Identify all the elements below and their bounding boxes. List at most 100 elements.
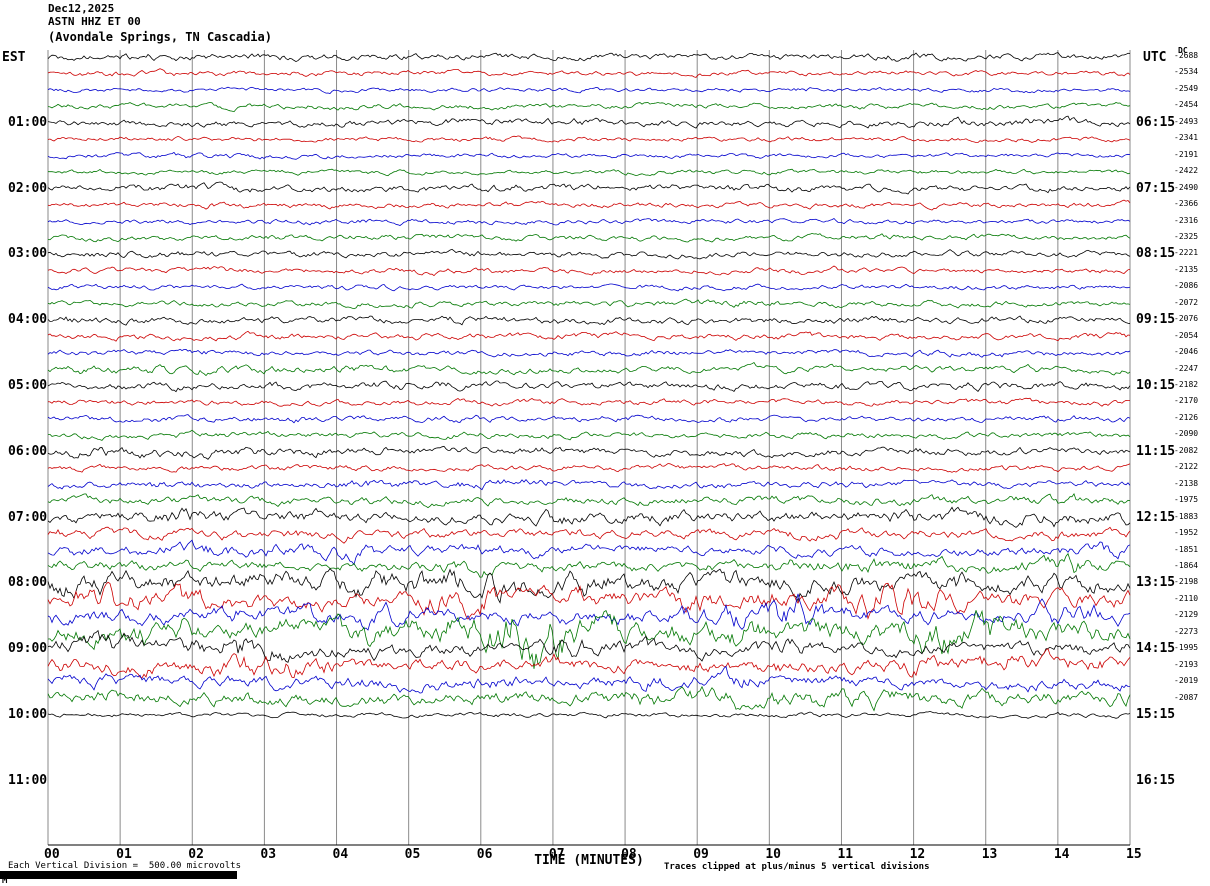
dc-offset-value: -1995 bbox=[1174, 643, 1199, 653]
dc-offset-value: -1952 bbox=[1174, 528, 1199, 538]
dc-offset-value: -2193 bbox=[1174, 659, 1199, 669]
title-date: Dec12,2025 bbox=[48, 2, 115, 15]
left-axis-header: EST bbox=[2, 50, 26, 65]
dc-offset-value: -2493 bbox=[1174, 116, 1199, 126]
dc-offset-value: -2422 bbox=[1174, 166, 1199, 176]
utc-hour-label: 16:15 bbox=[1136, 772, 1176, 788]
seismic-trace bbox=[47, 629, 1131, 663]
seismic-trace bbox=[47, 361, 1131, 377]
dc-offset-value: -2316 bbox=[1174, 215, 1199, 225]
dc-offset-value: -2454 bbox=[1174, 100, 1199, 110]
seismic-trace bbox=[47, 199, 1131, 211]
dc-offset-value: -2054 bbox=[1174, 330, 1199, 340]
x-tick-label: 08 bbox=[621, 847, 637, 862]
dc-offset-value: -2182 bbox=[1174, 380, 1199, 389]
x-tick-label: 07 bbox=[548, 847, 565, 862]
utc-hour-label: 10:15 bbox=[1136, 378, 1176, 393]
dc-offset-value: -2341 bbox=[1174, 133, 1199, 143]
est-hour-label: 05:00 bbox=[8, 378, 48, 393]
utc-hour-label: 15:15 bbox=[1136, 707, 1176, 722]
seismic-trace bbox=[47, 315, 1131, 326]
seismic-trace bbox=[47, 330, 1131, 342]
seismic-trace bbox=[47, 232, 1131, 243]
x-tick-label: 06 bbox=[476, 847, 493, 862]
seismic-trace bbox=[47, 414, 1131, 424]
seismic-trace bbox=[47, 380, 1131, 393]
x-tick-label: 02 bbox=[188, 847, 204, 862]
dc-offset-value: -1851 bbox=[1174, 544, 1199, 554]
dc-offset-value: -2366 bbox=[1174, 199, 1199, 209]
seismic-trace bbox=[47, 265, 1131, 277]
seismic-trace bbox=[47, 248, 1131, 260]
seismic-trace bbox=[47, 218, 1131, 226]
dc-offset-value: -2087 bbox=[1174, 692, 1199, 702]
est-hour-label: 07:00 bbox=[8, 509, 48, 525]
utc-hour-label: 09:15 bbox=[1136, 312, 1176, 328]
seismic-trace bbox=[47, 135, 1131, 143]
seismic-trace bbox=[47, 493, 1131, 509]
dc-offset-value: -2191 bbox=[1174, 149, 1199, 159]
dc-offset-value: -2490 bbox=[1174, 182, 1199, 192]
seismic-trace bbox=[47, 609, 1131, 669]
dc-offset-value: -1883 bbox=[1174, 511, 1199, 521]
seismic-trace bbox=[47, 68, 1131, 78]
dc-offset-value: -2325 bbox=[1174, 231, 1199, 241]
seismic-trace bbox=[47, 181, 1131, 195]
dc-offset-value: -2076 bbox=[1174, 314, 1199, 324]
logo-mark: M bbox=[2, 876, 8, 886]
x-tick-label: 01 bbox=[116, 847, 132, 862]
est-hour-label: 10:00 bbox=[8, 707, 48, 722]
dc-offset-value: -2122 bbox=[1174, 462, 1199, 472]
x-tick-label: 09 bbox=[693, 847, 709, 862]
dc-offset-value: -2138 bbox=[1174, 478, 1199, 488]
seismic-trace bbox=[47, 506, 1131, 528]
seismic-trace bbox=[47, 52, 1131, 63]
dc-offset-value: -2198 bbox=[1174, 577, 1199, 587]
est-hour-label: 04:00 bbox=[8, 312, 48, 328]
title-location: (Avondale Springs, TN Cascadia) bbox=[48, 30, 272, 44]
dc-offset-value: -2126 bbox=[1174, 412, 1199, 422]
seismic-trace bbox=[47, 552, 1131, 578]
est-hour-label: 03:00 bbox=[8, 246, 48, 262]
dc-offset-value: -2072 bbox=[1174, 297, 1199, 307]
dc-offset-value: -2135 bbox=[1174, 264, 1199, 274]
seismic-trace bbox=[47, 593, 1131, 631]
seismic-trace bbox=[47, 710, 1131, 719]
dc-offset-value: -2549 bbox=[1174, 83, 1199, 93]
seismic-trace bbox=[47, 102, 1131, 113]
utc-hour-label: 13:15 bbox=[1136, 575, 1176, 591]
x-tick-label: 15 bbox=[1126, 847, 1142, 862]
right-axis-header: UTC bbox=[1143, 50, 1167, 65]
x-tick-label: 10 bbox=[765, 847, 781, 862]
x-tick-label: 00 bbox=[44, 847, 60, 862]
x-tick-label: 13 bbox=[981, 847, 998, 862]
seismic-trace bbox=[47, 665, 1131, 694]
dc-offset-header: DC bbox=[1178, 46, 1188, 55]
dc-offset-value: -2086 bbox=[1174, 281, 1199, 291]
seismic-trace bbox=[47, 283, 1131, 292]
seismic-trace bbox=[48, 429, 1131, 441]
seismic-trace bbox=[47, 648, 1131, 679]
dc-offset-value: -2534 bbox=[1174, 67, 1199, 77]
scale-bar bbox=[0, 871, 237, 879]
x-tick-label: 05 bbox=[404, 847, 421, 862]
utc-hour-label: 07:15 bbox=[1136, 180, 1176, 196]
est-hour-label: 02:00 bbox=[8, 180, 48, 196]
est-hour-label: 06:00 bbox=[8, 443, 48, 459]
x-tick-label: 12 bbox=[909, 847, 926, 862]
x-tick-label: 14 bbox=[1053, 847, 1070, 862]
dc-offset-value: -2090 bbox=[1174, 429, 1199, 439]
x-tick-label: 04 bbox=[332, 847, 349, 862]
seismic-trace bbox=[47, 86, 1131, 94]
x-axis-title: TIME (MINUTES) bbox=[534, 853, 644, 868]
utc-hour-label: 06:15 bbox=[1136, 114, 1176, 130]
seismic-trace bbox=[47, 567, 1131, 604]
seismic-trace bbox=[47, 685, 1131, 712]
vertical-scale-note: Each Vertical Division = 500.00 microvol… bbox=[8, 861, 241, 871]
seismic-trace bbox=[47, 463, 1131, 473]
clip-note: Traces clipped at plus/minus 5 vertical … bbox=[664, 862, 930, 872]
utc-hour-label: 08:15 bbox=[1136, 246, 1176, 262]
dc-offset-value: -2082 bbox=[1174, 445, 1199, 455]
